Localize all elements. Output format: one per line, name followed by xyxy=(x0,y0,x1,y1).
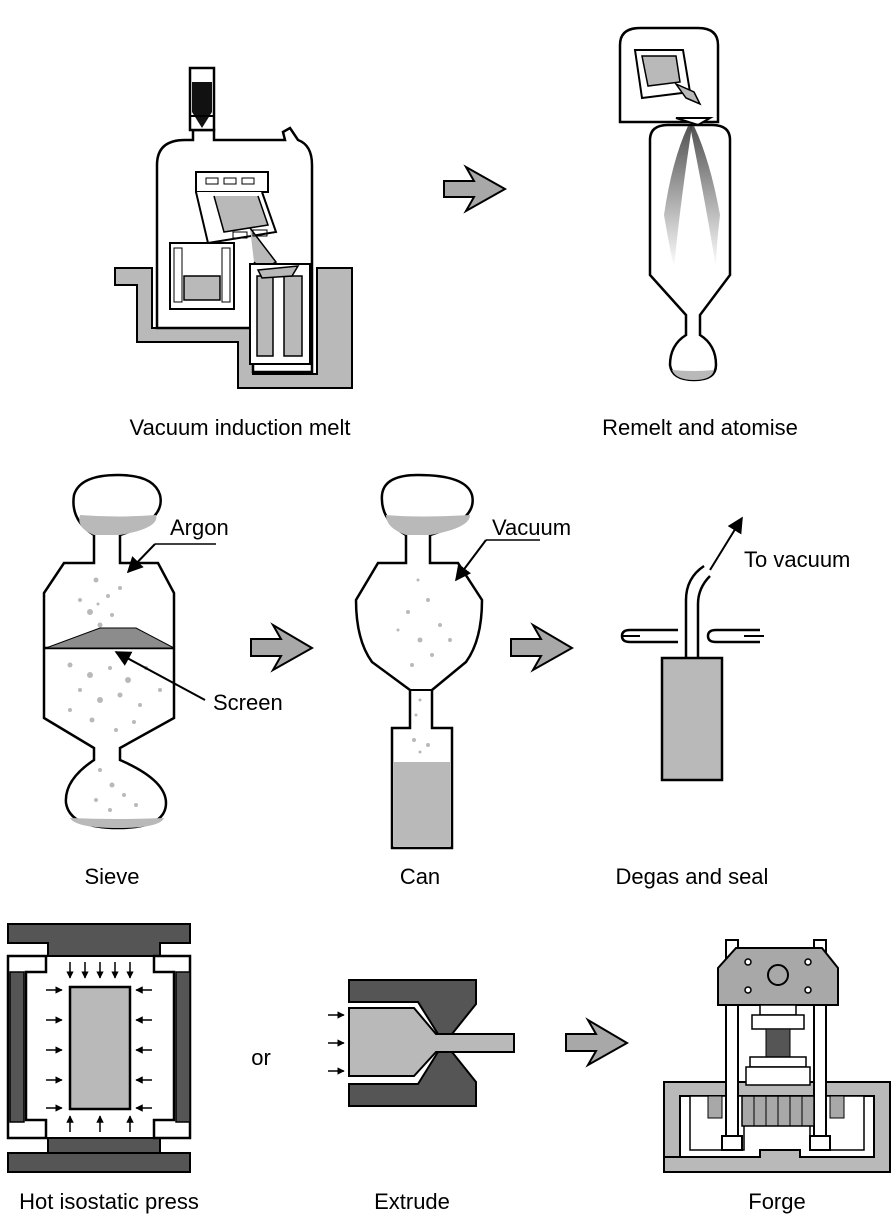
label-can: Can xyxy=(400,864,440,889)
label-extrude: Extrude xyxy=(374,1189,450,1214)
label-atomise: Remelt and atomise xyxy=(602,415,798,440)
label-sieve: Sieve xyxy=(84,864,139,889)
label-hip: Hot isostatic press xyxy=(19,1189,199,1214)
label-forge: Forge xyxy=(748,1189,805,1214)
can-vessel xyxy=(354,473,484,850)
annotation-screen: Screen xyxy=(213,690,283,715)
annotation-argon: Argon xyxy=(170,515,229,540)
flow-arrow-3 xyxy=(510,622,575,673)
vim-furnace xyxy=(114,66,353,389)
sieve-vessel xyxy=(42,473,176,830)
label-degas: Degas and seal xyxy=(616,864,769,889)
argon-arrow xyxy=(126,543,156,574)
annotation-to-vacuum: To vacuum xyxy=(744,547,850,572)
extrusion-die xyxy=(328,979,515,1107)
hip-press xyxy=(6,923,192,1173)
forge-press xyxy=(663,939,891,1173)
atomiser xyxy=(618,26,732,382)
flow-arrow-1 xyxy=(443,164,508,214)
flow-arrow-4 xyxy=(565,1017,630,1068)
flow-arrow-2 xyxy=(250,622,315,673)
screen-arrow xyxy=(114,651,206,701)
degas-can xyxy=(620,516,764,782)
label-or: or xyxy=(251,1045,271,1070)
vacuum-arrow xyxy=(455,539,487,582)
label-vim: Vacuum induction melt xyxy=(130,415,351,440)
annotation-vacuum: Vacuum xyxy=(492,515,571,540)
